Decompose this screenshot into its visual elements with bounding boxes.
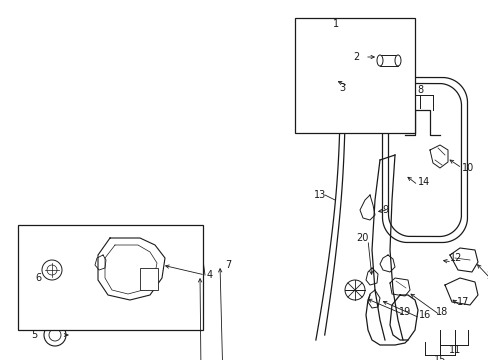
Text: 2: 2 [352,52,358,62]
Text: 20: 20 [355,233,367,243]
Text: 11: 11 [448,345,460,355]
Text: 3: 3 [338,83,345,93]
Text: 17: 17 [456,297,468,307]
Text: 18: 18 [435,307,447,317]
Text: 21: 21 [485,271,488,281]
Text: 8: 8 [416,85,422,95]
Text: 15: 15 [433,355,445,360]
Bar [294,18,414,133]
Text: 16: 16 [418,310,430,320]
Text: 19: 19 [398,307,410,317]
Text: 13: 13 [313,190,325,200]
Text: 6: 6 [35,273,41,283]
Bar [379,55,397,66]
Text: 9: 9 [381,205,387,215]
Bar [140,268,158,290]
Text: 7: 7 [224,260,231,270]
Text: 5: 5 [31,330,37,340]
Text: 14: 14 [417,177,429,187]
Text: 12: 12 [449,253,461,263]
Text: 1: 1 [332,19,338,29]
Bar [18,225,203,330]
Text: 10: 10 [461,163,473,173]
Ellipse shape [394,55,400,66]
Ellipse shape [376,55,382,66]
Text: 4: 4 [206,270,213,280]
